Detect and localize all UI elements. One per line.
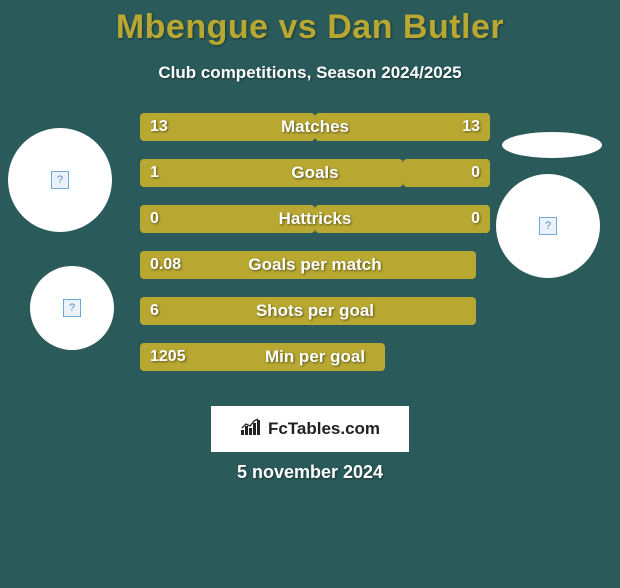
stat-label: Goals bbox=[140, 159, 490, 187]
stat-row: 0.08Goals per match bbox=[140, 251, 490, 279]
stat-bars-container: 1313Matches 10Goals 00Hattricks 0.08Goals p… bbox=[140, 113, 490, 389]
stat-label: Hattricks bbox=[140, 205, 490, 233]
brand-badge: FcTables.com bbox=[211, 406, 409, 452]
brand-label: FcTables.com bbox=[268, 419, 380, 439]
stat-row: 6Shots per goal bbox=[140, 297, 490, 325]
bars-icon bbox=[240, 418, 262, 441]
page-subtitle: Club competitions, Season 2024/2025 bbox=[0, 63, 620, 83]
stat-label: Min per goal bbox=[140, 343, 490, 371]
stat-label: Goals per match bbox=[140, 251, 490, 279]
stats-chart: 1313Matches 10Goals 00Hattricks 0.08Goals p… bbox=[0, 113, 620, 393]
stat-row: 1205Min per goal bbox=[140, 343, 490, 371]
stat-label: Matches bbox=[140, 113, 490, 141]
page-title: Mbengue vs Dan Butler bbox=[0, 8, 620, 47]
stat-row: 1313Matches bbox=[140, 113, 490, 141]
stat-row: 10Goals bbox=[140, 159, 490, 187]
stat-row: 00Hattricks bbox=[140, 205, 490, 233]
stat-label: Shots per goal bbox=[140, 297, 490, 325]
footer-date: 5 november 2024 bbox=[0, 462, 620, 483]
